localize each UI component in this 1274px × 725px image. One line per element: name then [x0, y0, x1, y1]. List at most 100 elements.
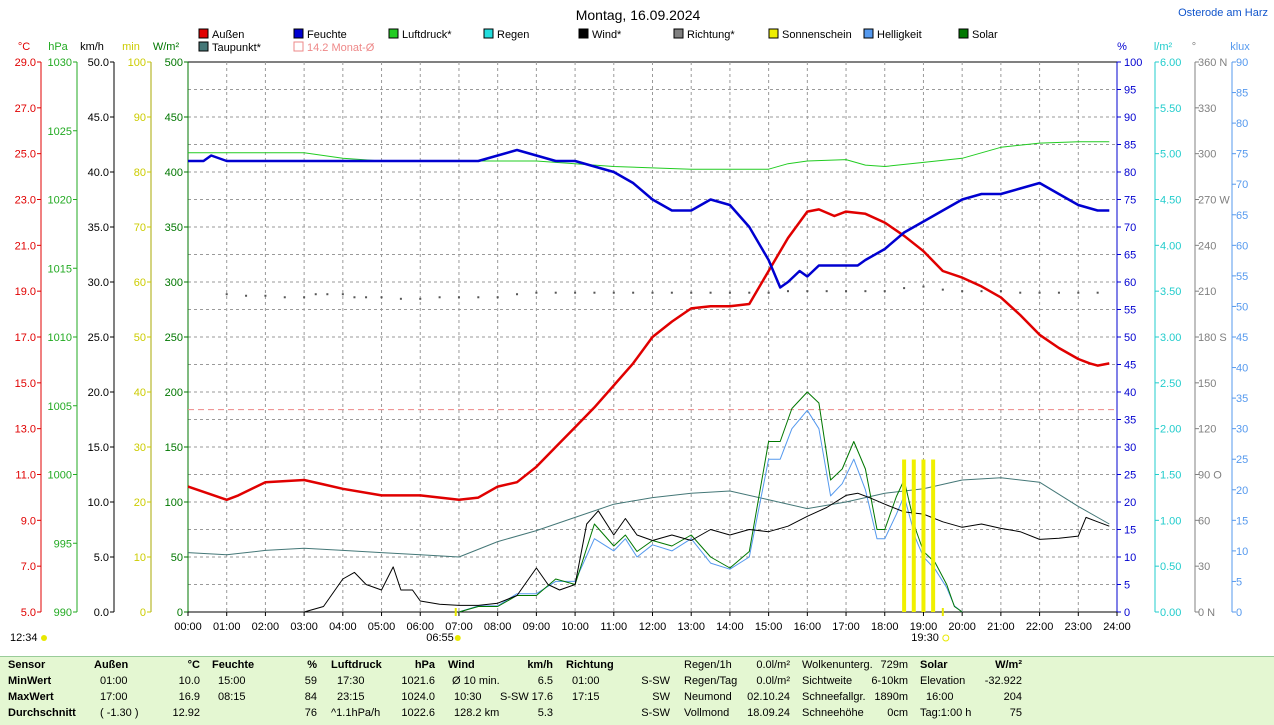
klux-tick-label: 20	[1236, 485, 1248, 497]
wind-distance: 128.2 km	[454, 707, 500, 719]
dir-tick-label: 240	[1198, 240, 1216, 252]
feuchte-avg-value: 76	[304, 707, 317, 719]
min-tick-label: 60	[134, 277, 146, 289]
hpa-tick-label: 1010	[48, 332, 72, 344]
legend-label: Außen	[212, 29, 244, 41]
feuchte-max-time: 08:15	[218, 691, 246, 703]
x-tick-label: 20:00	[948, 621, 976, 633]
dir-tick-label: 30	[1198, 561, 1210, 573]
wm2-tick-label: 250	[165, 332, 183, 344]
percent-tick-label: 10	[1124, 552, 1136, 564]
min-tick-label: 90	[134, 112, 146, 124]
solar-avg-value: 75	[1009, 707, 1022, 719]
rain-tick-label: 5.50	[1160, 103, 1181, 115]
celsius-tick-label: 9.0	[21, 515, 36, 527]
percent-tick-label: 100	[1124, 57, 1142, 69]
min-unit: min	[122, 41, 140, 53]
percent-tick-label: 75	[1124, 195, 1136, 207]
feuchte-title: Feuchte	[212, 659, 255, 671]
direction-point	[1057, 291, 1060, 294]
celsius-tick-label: 17.0	[15, 332, 36, 344]
direction-point	[883, 290, 886, 293]
percent-tick-label: 20	[1124, 497, 1136, 509]
legend-label: 14.2 Monat-Ø	[307, 42, 375, 54]
x-tick-label: 16:00	[794, 621, 822, 633]
x-tick-label: 23:00	[1065, 621, 1093, 633]
direction-point	[709, 291, 712, 294]
x-tick-label: 01:00	[213, 621, 241, 633]
regen-day-label: Regen/Tag	[684, 675, 738, 687]
klux-tick-label: 60	[1236, 240, 1248, 252]
celsius-tick-label: 5.0	[21, 607, 36, 619]
rain-tick-label: 3.50	[1160, 286, 1181, 298]
direction-point	[786, 290, 789, 293]
sensor-header: Sensor	[8, 659, 46, 671]
klux-tick-label: 35	[1236, 393, 1248, 405]
schneehoehe-label: Schneehöhe	[802, 707, 864, 719]
aussen-unit: °C	[187, 659, 200, 671]
direction-point	[941, 288, 944, 291]
legend-swatch	[578, 28, 589, 39]
percent-tick-label: 50	[1124, 332, 1136, 344]
klux-tick-label: 25	[1236, 454, 1248, 466]
legend-label: Richtung*	[687, 29, 735, 41]
direction-point	[845, 290, 848, 293]
aussen-avg-value: 12.92	[172, 707, 200, 719]
legend-swatch	[293, 41, 304, 52]
solar-title: Solar	[920, 659, 948, 671]
x-tick-label: 04:00	[329, 621, 357, 633]
legend-label: Solar	[972, 29, 998, 41]
hpa-tick-label: 1030	[48, 57, 72, 69]
min-tick-label: 80	[134, 167, 146, 179]
solar-unit: W/m²	[995, 659, 1022, 671]
legend-swatch	[388, 28, 399, 39]
aussen-min-time: 01:00	[100, 675, 128, 687]
percent-tick-label: 70	[1124, 222, 1136, 234]
richtung-max-value: SW	[652, 691, 670, 703]
legend: Außen Feuchte Luftdruck* Regen Wind* Richtung…	[198, 28, 998, 54]
direction-point	[690, 291, 693, 294]
percent-tick-label: 95	[1124, 85, 1136, 97]
sichtweite-label: Sichtweite	[802, 675, 853, 687]
direction-point	[365, 296, 368, 299]
legend-swatch	[293, 28, 304, 39]
wind-max-value: 17.6	[531, 691, 553, 703]
vollmond-label: Vollmond	[684, 707, 730, 719]
direction-point	[535, 291, 538, 294]
x-tick-label: 07:00	[445, 621, 473, 633]
wind-avg-value: 5.3	[537, 707, 553, 719]
richtung-min-value: S-SW	[641, 675, 670, 687]
dir-tick-label: 60	[1198, 515, 1210, 527]
legend-swatch	[483, 28, 494, 39]
sunshine-bar	[911, 459, 916, 612]
minwert-label: MinWert	[8, 675, 52, 687]
direction-point	[303, 296, 306, 299]
kmh-tick-label: 15.0	[88, 442, 109, 454]
luftdruck-max-value: 1024.0	[401, 691, 435, 703]
percent-tick-label: 85	[1124, 140, 1136, 152]
richtung-min-time: 01:00	[572, 675, 600, 687]
rain-tick-label: 3.00	[1160, 332, 1181, 344]
sunset-icon	[942, 634, 950, 642]
rain-tick-label: 1.00	[1160, 515, 1181, 527]
time-markers: 12:34 06:55 19:30	[10, 608, 950, 644]
dir-tick-label: 180 S	[1198, 332, 1227, 344]
min-tick-label: 10	[134, 552, 146, 564]
neumond-value: 02.10.24	[747, 691, 790, 703]
feuchte-unit: %	[307, 659, 317, 671]
x-tick-label: 11:00	[600, 621, 627, 633]
series-layer	[187, 141, 1117, 613]
sunshine-bar	[931, 459, 936, 612]
x-axis: 00:00 01:00 02:00 03:00 04:00 05:00 06:00 07:00…	[174, 612, 1131, 633]
dir-tick-label: 330	[1198, 103, 1216, 115]
celsius-tick-label: 21.0	[15, 240, 36, 252]
direction-point	[864, 290, 867, 293]
x-tick-label: 17:00	[832, 621, 860, 633]
direction-point	[399, 297, 402, 300]
station-name: Osterode am Harz	[1178, 7, 1268, 19]
wind-max-time: 10:30	[454, 691, 482, 703]
direction-point	[419, 297, 422, 300]
rain-tick-label: 1.50	[1160, 470, 1181, 482]
direction-point	[980, 290, 983, 293]
direction-point	[999, 290, 1002, 293]
